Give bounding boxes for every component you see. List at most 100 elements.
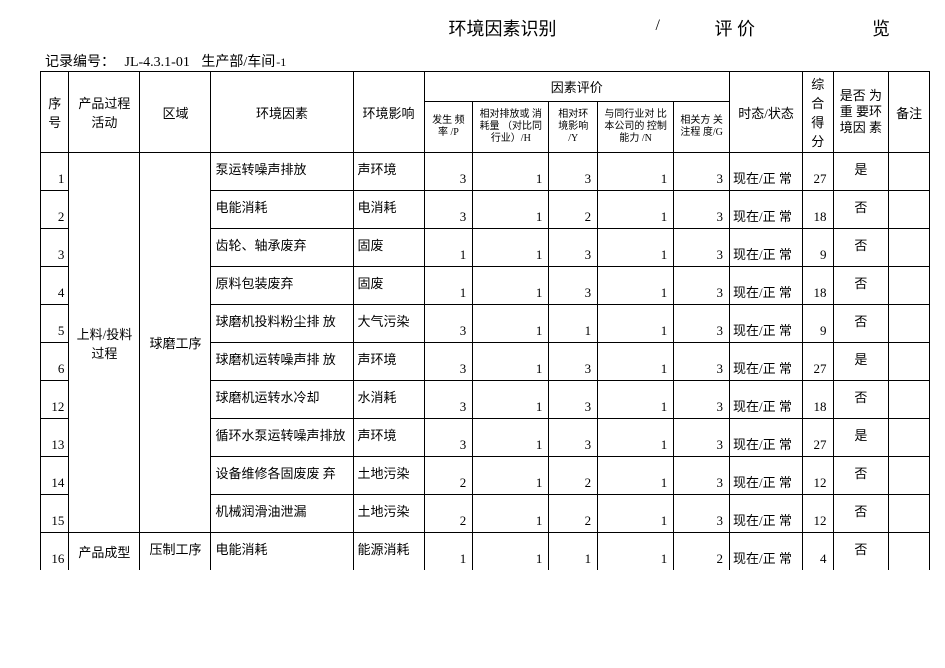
cell-g: 3 — [674, 343, 730, 381]
th-p: 发生 频率 /P — [424, 101, 473, 152]
cell-p: 2 — [424, 457, 473, 495]
cell-score: 18 — [803, 381, 833, 419]
cell-h: 1 — [473, 419, 549, 457]
cell-p: 1 — [424, 229, 473, 267]
cell-yn: 否 — [833, 191, 889, 229]
cell-h: 1 — [473, 343, 549, 381]
cell-n: 1 — [598, 229, 674, 267]
cell-yn: 否 — [833, 305, 889, 343]
cell-factor: 机械润滑油泄漏 — [211, 495, 353, 533]
cell-seq: 6 — [41, 343, 69, 381]
cell-score: 27 — [803, 343, 833, 381]
th-activity: 产品过程活动 — [69, 72, 140, 153]
cell-seq: 13 — [41, 419, 69, 457]
cell-impact: 固废 — [353, 267, 424, 305]
cell-score: 12 — [803, 457, 833, 495]
cell-g: 3 — [674, 305, 730, 343]
cell-n: 1 — [598, 381, 674, 419]
cell-h: 1 — [473, 495, 549, 533]
cell-y: 3 — [549, 229, 598, 267]
cell-factor: 球磨机投料粉尘排 放 — [211, 305, 353, 343]
cell-p: 3 — [424, 305, 473, 343]
cell-remark — [889, 533, 930, 571]
th-key: 是否 为重 要环 境因 素 — [833, 72, 889, 153]
cell-remark — [889, 267, 930, 305]
cell-yn: 否 — [833, 495, 889, 533]
th-factor: 环境因素 — [211, 72, 353, 153]
cell-g: 2 — [674, 533, 730, 571]
cell-state: 现在/正 常 — [730, 381, 803, 419]
cell-y: 2 — [549, 457, 598, 495]
th-h: 相对排放或 消耗量 （对比同行业）/H — [473, 101, 549, 152]
cell-factor: 设备维修各固废废 弃 — [211, 457, 353, 495]
th-n: 与同行业对 比本公司的 控制能力 /N — [598, 101, 674, 152]
table-row: 1 上料/投料过程 球磨工序 泵运转噪声排放 声环境 3 1 3 1 3 现在/… — [41, 153, 930, 191]
cell-impact: 土地污染 — [353, 495, 424, 533]
cell-seq: 3 — [41, 229, 69, 267]
cell-score: 27 — [803, 153, 833, 191]
cell-factor: 球磨机运转噪声排 放 — [211, 343, 353, 381]
cell-score: 4 — [803, 533, 833, 571]
title-lan: 览 — [872, 15, 890, 41]
cell-state: 现在/正 常 — [730, 533, 803, 571]
th-seq: 序号 — [41, 72, 69, 153]
cell-y: 2 — [549, 495, 598, 533]
table-row: 16 产品成型 压制工序 电能消耗 能源消耗 1 1 1 1 2 现在/正 常 … — [41, 533, 930, 571]
cell-yn: 是 — [833, 343, 889, 381]
th-area: 区域 — [140, 72, 211, 153]
cell-n: 1 — [598, 457, 674, 495]
cell-yn: 否 — [833, 267, 889, 305]
cell-state: 现在/正 常 — [730, 229, 803, 267]
cell-g: 3 — [674, 495, 730, 533]
cell-g: 3 — [674, 419, 730, 457]
cell-n: 1 — [598, 343, 674, 381]
cell-g: 3 — [674, 267, 730, 305]
cell-g: 3 — [674, 381, 730, 419]
cell-n: 1 — [598, 153, 674, 191]
cell-impact: 声环境 — [353, 343, 424, 381]
cell-p: 1 — [424, 533, 473, 571]
cell-impact: 水消耗 — [353, 381, 424, 419]
cell-p: 3 — [424, 381, 473, 419]
cell-yn: 是 — [833, 419, 889, 457]
title-row: 环境因素识别 / 评 价 览 — [15, 15, 930, 39]
cell-seq: 12 — [41, 381, 69, 419]
cell-h: 1 — [473, 457, 549, 495]
cell-factor: 齿轮、轴承废弃 — [211, 229, 353, 267]
cell-remark — [889, 457, 930, 495]
cell-h: 1 — [473, 191, 549, 229]
cell-factor: 电能消耗 — [211, 191, 353, 229]
cell-area: 压制工序 — [140, 533, 211, 571]
cell-state: 现在/正 常 — [730, 191, 803, 229]
cell-g: 3 — [674, 457, 730, 495]
cell-state: 现在/正 常 — [730, 457, 803, 495]
cell-factor: 电能消耗 — [211, 533, 353, 571]
cell-h: 1 — [473, 153, 549, 191]
cell-seq: 16 — [41, 533, 69, 571]
cell-y: 1 — [549, 305, 598, 343]
cell-n: 1 — [598, 267, 674, 305]
cell-state: 现在/正 常 — [730, 419, 803, 457]
th-impact: 环境影响 — [353, 72, 424, 153]
cell-state: 现在/正 常 — [730, 153, 803, 191]
record-tail: -1 — [276, 55, 286, 69]
cell-p: 3 — [424, 343, 473, 381]
cell-seq: 2 — [41, 191, 69, 229]
title-main: 环境因素识别 — [449, 15, 557, 41]
cell-yn: 否 — [833, 229, 889, 267]
cell-factor: 原料包装废弃 — [211, 267, 353, 305]
cell-y: 2 — [549, 191, 598, 229]
main-table: 序号 产品过程活动 区域 环境因素 环境影响 因素评价 时态/状态 综合得分 是… — [40, 71, 930, 570]
cell-seq: 4 — [41, 267, 69, 305]
cell-yn: 否 — [833, 533, 889, 571]
cell-activity: 上料/投料过程 — [69, 153, 140, 533]
cell-n: 1 — [598, 191, 674, 229]
cell-factor: 球磨机运转水冷却 — [211, 381, 353, 419]
record-number: JL-4.3.1-01 — [125, 55, 190, 70]
cell-p: 2 — [424, 495, 473, 533]
cell-state: 现在/正 常 — [730, 495, 803, 533]
cell-seq: 5 — [41, 305, 69, 343]
cell-factor: 循环水泵运转噪声排放 — [211, 419, 353, 457]
cell-seq: 15 — [41, 495, 69, 533]
cell-y: 3 — [549, 343, 598, 381]
